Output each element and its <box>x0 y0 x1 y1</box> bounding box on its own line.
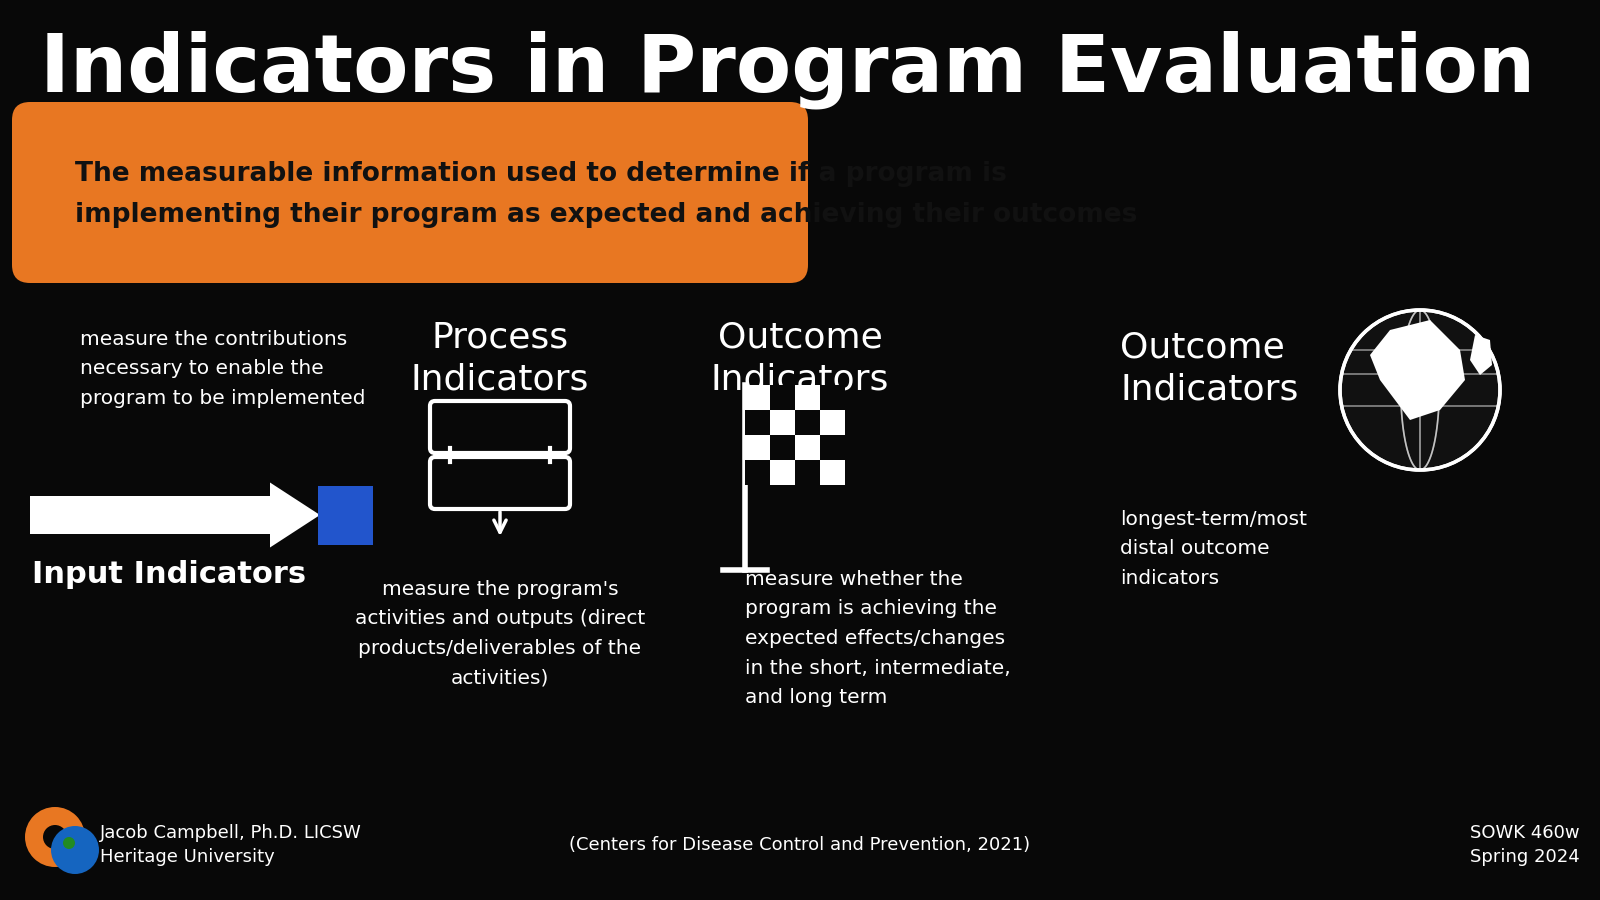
Bar <box>770 410 795 435</box>
Text: Input Indicators: Input Indicators <box>32 560 306 589</box>
Text: Heritage University: Heritage University <box>99 848 275 866</box>
Circle shape <box>51 826 99 874</box>
Bar <box>819 435 845 460</box>
Text: Outcome
Indicators: Outcome Indicators <box>1120 330 1298 406</box>
Bar <box>795 385 819 410</box>
Bar <box>770 385 795 410</box>
Bar <box>795 435 819 460</box>
Circle shape <box>26 807 85 867</box>
Text: longest-term/most
distal outcome
indicators: longest-term/most distal outcome indicat… <box>1120 510 1307 588</box>
Polygon shape <box>1370 320 1466 420</box>
Bar <box>770 460 795 485</box>
Bar <box>819 410 845 435</box>
Text: measure whether the
program is achieving the
expected effects/changes
in the sho: measure whether the program is achieving… <box>746 570 1011 707</box>
Bar <box>746 460 770 485</box>
Bar <box>746 435 770 460</box>
Text: SOWK 460w: SOWK 460w <box>1470 824 1581 842</box>
Bar <box>795 410 819 435</box>
Text: implementing their program as expected and achieving their outcomes: implementing their program as expected a… <box>75 202 1138 228</box>
Polygon shape <box>30 482 320 547</box>
Text: The measurable information used to determine if a program is: The measurable information used to deter… <box>75 161 1006 187</box>
Text: Spring 2024: Spring 2024 <box>1470 848 1581 866</box>
Bar <box>746 410 770 435</box>
Text: Jacob Campbell, Ph.D. LICSW: Jacob Campbell, Ph.D. LICSW <box>99 824 362 842</box>
Bar <box>770 435 795 460</box>
Bar <box>318 485 373 544</box>
Text: Process
Indicators: Process Indicators <box>411 320 589 396</box>
Bar <box>746 385 770 410</box>
Circle shape <box>62 837 75 849</box>
Bar <box>795 460 819 485</box>
Bar <box>819 385 845 410</box>
Bar <box>819 460 845 485</box>
Text: (Centers for Disease Control and Prevention, 2021): (Centers for Disease Control and Prevent… <box>570 836 1030 854</box>
Text: Indicators in Program Evaluation: Indicators in Program Evaluation <box>40 31 1534 109</box>
Circle shape <box>43 825 67 849</box>
Text: Outcome
Indicators: Outcome Indicators <box>710 320 890 396</box>
Text: measure the program's
activities and outputs (direct
products/deliverables of th: measure the program's activities and out… <box>355 580 645 688</box>
FancyBboxPatch shape <box>13 102 808 283</box>
Polygon shape <box>1470 335 1491 375</box>
Text: measure the contributions
necessary to enable the
program to be implemented: measure the contributions necessary to e… <box>80 330 365 408</box>
Circle shape <box>1341 310 1501 470</box>
